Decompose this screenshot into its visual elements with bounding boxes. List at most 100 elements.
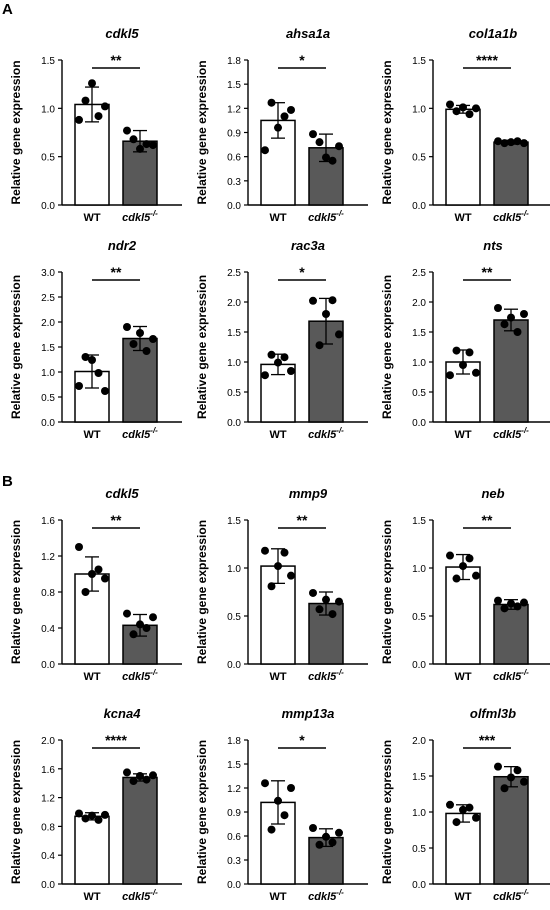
data-point bbox=[315, 138, 324, 147]
x-tick-label: cdkl5-/- bbox=[308, 426, 344, 441]
chart-title: cdkl5 bbox=[105, 486, 139, 501]
data-point bbox=[88, 356, 96, 364]
y-tick-label: 0.0 bbox=[41, 660, 55, 671]
data-point bbox=[88, 570, 96, 578]
significance-stars: **** bbox=[476, 52, 498, 68]
x-tick-label: WT bbox=[269, 429, 286, 441]
data-point bbox=[142, 347, 151, 355]
data-point bbox=[142, 140, 151, 149]
y-tick-label: 1.0 bbox=[412, 104, 426, 115]
x-tick-label: WT bbox=[269, 671, 286, 683]
data-point bbox=[452, 107, 461, 116]
data-point bbox=[75, 543, 83, 551]
data-point bbox=[101, 102, 109, 111]
data-point bbox=[452, 574, 461, 583]
data-point bbox=[267, 825, 276, 834]
data-point bbox=[94, 112, 103, 121]
data-point bbox=[129, 630, 138, 639]
y-tick-label: 1.8 bbox=[227, 56, 241, 67]
data-point bbox=[335, 828, 343, 837]
chart-title: ahsa1a bbox=[286, 26, 330, 41]
y-tick-label: 0.5 bbox=[41, 393, 55, 404]
data-point bbox=[520, 139, 528, 148]
y-tick-label: 0.5 bbox=[412, 153, 426, 164]
data-point bbox=[500, 320, 509, 329]
data-point bbox=[452, 346, 461, 355]
y-tick-label: 0.5 bbox=[41, 153, 55, 164]
y-tick-label: 0.0 bbox=[412, 418, 426, 429]
chart-title: mmp9 bbox=[289, 486, 328, 501]
chart-title: mmp13a bbox=[282, 706, 335, 721]
data-point bbox=[520, 777, 528, 786]
y-tick-label: 1.5 bbox=[41, 56, 55, 67]
y-tick-label: 2.5 bbox=[41, 293, 55, 304]
y-tick-label: 1.5 bbox=[412, 516, 426, 527]
y-tick-label: 0.9 bbox=[227, 129, 241, 140]
data-point bbox=[465, 348, 474, 357]
data-point bbox=[129, 135, 138, 144]
data-point bbox=[267, 98, 276, 107]
y-tick-label: 0.3 bbox=[227, 856, 241, 867]
y-tick-label: 0.0 bbox=[412, 660, 426, 671]
data-point bbox=[136, 772, 144, 780]
data-point bbox=[149, 613, 157, 622]
y-tick-label: 2.5 bbox=[412, 268, 426, 279]
charts-grid: cdkl5 Relative gene expression 0.0 0.5 1.0 1.… bbox=[9, 26, 550, 903]
y-tick-label: 0.0 bbox=[412, 880, 426, 891]
data-point bbox=[335, 330, 343, 339]
x-tick-label: WT bbox=[454, 671, 471, 683]
data-point bbox=[280, 811, 289, 820]
data-point bbox=[494, 137, 502, 146]
y-tick-label: 1.6 bbox=[41, 516, 55, 527]
y-tick-label: 1.0 bbox=[412, 564, 426, 575]
data-point bbox=[472, 368, 480, 377]
data-point bbox=[513, 766, 522, 775]
data-point bbox=[472, 813, 480, 822]
data-point bbox=[500, 604, 509, 613]
x-tick-label: cdkl5-/- bbox=[493, 426, 529, 441]
y-tick-label: 0.0 bbox=[41, 418, 55, 429]
x-tick-label: cdkl5-/- bbox=[122, 209, 158, 224]
panel-label-b: B bbox=[2, 473, 13, 490]
data-point bbox=[287, 571, 295, 580]
data-point bbox=[123, 609, 131, 618]
significance-stars: * bbox=[299, 264, 305, 280]
y-tick-label: 0.5 bbox=[412, 844, 426, 855]
bar-wt bbox=[260, 565, 296, 665]
y-tick-label: 0.8 bbox=[41, 822, 55, 833]
significance-stars: ** bbox=[482, 512, 493, 528]
data-point bbox=[94, 815, 103, 824]
data-point bbox=[328, 296, 337, 305]
x-tick-label: WT bbox=[83, 212, 100, 224]
chart-title: cdkl5 bbox=[105, 26, 139, 41]
data-point bbox=[280, 548, 289, 557]
significance-stars: ** bbox=[111, 264, 122, 280]
significance-stars: ** bbox=[297, 512, 308, 528]
data-point bbox=[472, 571, 480, 580]
chart-9: neb Relative gene expression 0.0 0.5 1.0 1.5 W… bbox=[380, 486, 550, 683]
data-point bbox=[513, 137, 522, 146]
data-point bbox=[507, 599, 515, 608]
data-point bbox=[315, 605, 324, 614]
significance-stars: * bbox=[299, 52, 305, 68]
chart-title: neb bbox=[481, 486, 504, 501]
x-tick-label: WT bbox=[269, 891, 286, 903]
significance-stars: ** bbox=[111, 512, 122, 528]
chart-1: cdkl5 Relative gene expression 0.0 0.5 1.0 1.… bbox=[9, 26, 182, 224]
chart-10: kcna4 Relative gene expression 0.0 0.4 0.8 1.… bbox=[9, 706, 182, 903]
y-tick-label: 1.0 bbox=[227, 564, 241, 575]
y-tick-label: 1.6 bbox=[41, 765, 55, 776]
data-point bbox=[261, 146, 269, 155]
data-point bbox=[274, 358, 282, 367]
data-point bbox=[101, 810, 109, 819]
bar-cdkl5 bbox=[493, 775, 529, 885]
data-point bbox=[513, 328, 522, 336]
data-point bbox=[465, 554, 474, 563]
x-tick-label: cdkl5-/- bbox=[493, 209, 529, 224]
data-point bbox=[261, 371, 269, 380]
data-point bbox=[274, 796, 282, 805]
data-point bbox=[101, 387, 109, 395]
x-tick-label: WT bbox=[454, 891, 471, 903]
data-point bbox=[149, 771, 157, 780]
data-point bbox=[81, 814, 90, 823]
